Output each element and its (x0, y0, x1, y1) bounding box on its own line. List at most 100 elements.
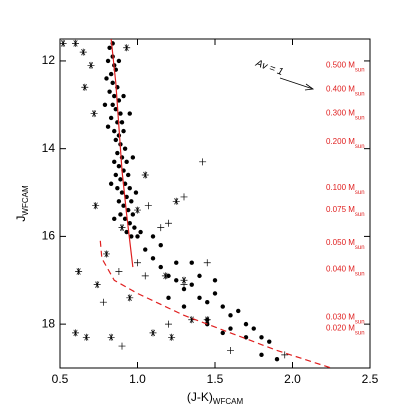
point (203, 316, 211, 324)
point (228, 326, 233, 331)
point (144, 202, 152, 210)
mass-label-main: 0.075 M (326, 205, 355, 214)
point (158, 264, 163, 270)
point (110, 80, 115, 86)
point (127, 111, 132, 116)
point (197, 273, 202, 279)
point (130, 155, 136, 160)
x-tick-label: 2.5 (362, 372, 379, 386)
point (126, 207, 131, 213)
point (113, 106, 119, 112)
point (108, 71, 114, 77)
plot-frame (59, 38, 371, 369)
point (110, 102, 115, 108)
y-tick-label: 18 (42, 316, 56, 330)
point (122, 216, 128, 222)
point (107, 89, 112, 94)
point (138, 229, 143, 235)
point (130, 212, 136, 217)
point (123, 44, 131, 52)
point (113, 137, 119, 143)
point (129, 234, 134, 239)
point (72, 39, 79, 47)
mass-label-main: 0.300 M (326, 109, 355, 118)
mass-label: 0.200 Msun (326, 137, 365, 149)
point (212, 291, 218, 296)
point (121, 128, 126, 134)
mass-label-main: 0.400 M (326, 85, 355, 94)
point (127, 221, 132, 226)
mass-label: 0.400 Msun (326, 85, 365, 97)
point (75, 267, 83, 275)
point (115, 150, 120, 156)
point (81, 83, 89, 91)
point (212, 278, 218, 283)
point (105, 58, 111, 64)
y-tick-label: 16 (42, 229, 56, 243)
point (118, 177, 123, 182)
point (124, 194, 129, 200)
point (236, 308, 241, 314)
point (150, 256, 156, 261)
point (243, 335, 249, 340)
point (189, 260, 194, 265)
mass-label-sub: sun (355, 245, 365, 251)
point (122, 146, 128, 151)
point (115, 267, 123, 275)
y-axis-label: JWFCAM (14, 185, 30, 222)
point (220, 330, 225, 336)
y-tick-label: 14 (42, 141, 56, 155)
x-axis-label-sub: WFCAM (213, 397, 244, 406)
point (172, 197, 180, 205)
mass-label: 0.500 Msun (326, 60, 365, 72)
point (124, 229, 129, 235)
point (60, 39, 67, 47)
point (113, 172, 119, 178)
point (112, 93, 117, 99)
point (118, 212, 123, 217)
point (259, 335, 264, 340)
point (149, 329, 157, 337)
point (220, 304, 225, 309)
point (180, 281, 188, 289)
point (82, 333, 90, 341)
point (112, 159, 117, 165)
x-tick-label: 0.5 (52, 372, 69, 386)
point (189, 282, 194, 287)
point (129, 199, 134, 204)
y-axis-label-main: J (14, 216, 28, 222)
point (72, 329, 79, 337)
y-tick-label: 12 (42, 53, 56, 67)
point (79, 48, 87, 56)
mass-label: 0.030 Msun (326, 313, 365, 325)
annotation: Av = 1 (253, 58, 284, 78)
point (205, 300, 210, 305)
mass-label: 0.040 Msun (326, 264, 365, 276)
mass-label: 0.100 Msun (326, 183, 365, 195)
point (134, 259, 141, 267)
y-axis-label-sub: WFCAM (21, 185, 30, 216)
point (92, 202, 100, 210)
mass-label-sub: sun (355, 190, 365, 196)
point (115, 185, 120, 191)
arrow-head (304, 83, 315, 91)
point (116, 164, 122, 169)
point (90, 110, 98, 118)
point (112, 128, 117, 134)
point (158, 242, 163, 248)
point (121, 93, 126, 99)
point (118, 342, 126, 350)
point (99, 298, 107, 306)
mass-label-main: 0.100 M (326, 183, 355, 192)
reddening-arrow (279, 77, 314, 90)
point (87, 61, 95, 69)
point (180, 276, 188, 284)
isochrone-line (110, 39, 134, 268)
point (274, 357, 280, 362)
point (165, 320, 172, 328)
point (124, 159, 129, 165)
point (228, 313, 233, 318)
point (105, 124, 111, 129)
point (168, 333, 176, 341)
